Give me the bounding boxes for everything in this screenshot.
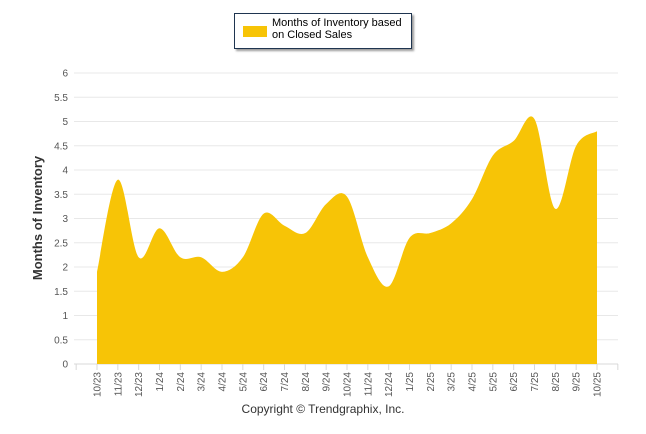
y-tick-label: 3.5 (54, 190, 68, 201)
x-tick-label: 11/23 (113, 372, 124, 397)
y-tick-label: 5.5 (54, 93, 68, 104)
x-tick-label: 9/25 (572, 372, 583, 392)
x-tick-label: 11/24 (363, 372, 374, 397)
x-tick-label: 12/24 (384, 372, 395, 397)
x-tick-label: 10/23 (93, 372, 104, 397)
x-tick-label: 8/24 (301, 372, 312, 392)
x-tick-label: 3/24 (197, 372, 208, 392)
y-axis-label: Months of Inventory (30, 155, 45, 280)
x-tick-label: 10/24 (343, 372, 354, 397)
y-axis-ticks: 0 0.5 1 1.5 2 2.5 3 3.5 4 4.5 5 5.5 6 (54, 69, 68, 371)
x-tick-label: 12/23 (134, 372, 145, 397)
x-tick-label: 6/25 (509, 372, 520, 392)
x-tick-label: 10/25 (593, 372, 604, 397)
x-axis: 10/23 11/23 12/23 1/24 2/24 3/24 4/24 5/24 6/24 7… (75, 364, 619, 397)
x-tick-label: 2/25 (426, 372, 437, 392)
y-tick-label: 0 (62, 360, 68, 371)
y-tick-label: 0.5 (54, 335, 68, 346)
x-tick-label: 8/25 (551, 372, 562, 392)
y-tick-label: 1 (62, 311, 68, 322)
y-tick-label: 4.5 (54, 141, 68, 152)
x-tick-label: 2/24 (176, 372, 187, 392)
y-tick-label: 2 (62, 263, 68, 274)
x-tick-label: 7/25 (530, 372, 541, 392)
x-tick-label: 5/24 (238, 372, 249, 392)
x-tick-label: 5/25 (488, 372, 499, 392)
y-tick-label: 2.5 (54, 238, 68, 249)
y-tick-label: 3 (62, 214, 68, 225)
x-tick-label: 7/24 (280, 372, 291, 392)
x-tick-label: 1/24 (155, 372, 166, 392)
copyright-text: Copyright © Trendgraphix, Inc. (241, 402, 405, 416)
legend-swatch (243, 26, 267, 37)
x-tick-label: 1/25 (405, 372, 416, 392)
y-tick-label: 1.5 (54, 287, 68, 298)
y-tick-label: 5 (62, 117, 68, 128)
y-tick-label: 6 (62, 69, 68, 80)
x-tick-label: 4/25 (468, 372, 479, 392)
x-tick-label: 6/24 (259, 372, 270, 392)
legend-label: Months of Inventory based on Closed Sale… (272, 17, 402, 41)
x-tick-label: 4/24 (218, 372, 229, 392)
chart-legend: Months of Inventory based on Closed Sale… (234, 13, 412, 49)
y-tick-label: 4 (62, 166, 68, 177)
x-tick-label: 9/24 (322, 372, 333, 392)
area-series (97, 116, 597, 364)
x-tick-label: 3/25 (447, 372, 458, 392)
